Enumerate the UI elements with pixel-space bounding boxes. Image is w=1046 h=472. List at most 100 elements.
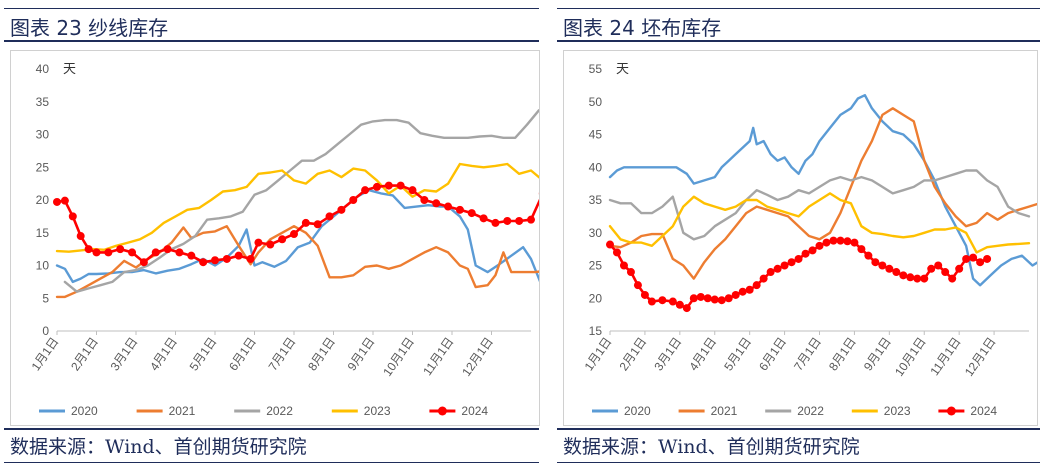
- data-point-2024: [619, 261, 628, 270]
- y-axis-unit: 天: [616, 61, 629, 76]
- data-point-2024: [60, 196, 69, 205]
- data-point-2024: [187, 251, 196, 260]
- data-point-2024: [139, 258, 148, 267]
- data-point-2024: [822, 238, 831, 247]
- data-point-2024: [384, 181, 393, 190]
- data-point-2024: [278, 235, 287, 244]
- y-tick-label: 55: [589, 62, 603, 76]
- data-point-2024: [92, 248, 101, 257]
- data-point-2024: [843, 237, 852, 246]
- data-point-2024: [689, 294, 698, 303]
- x-tick-label: 7月1日: [791, 335, 824, 374]
- y-tick-label: 30: [589, 226, 603, 240]
- data-point-2024: [313, 220, 322, 229]
- legend-item-2024: 2024: [938, 404, 997, 418]
- x-tick-label: 6月1日: [756, 335, 789, 374]
- data-point-2024: [68, 212, 77, 221]
- legend-item-2024: 2024: [429, 404, 488, 418]
- x-tick-label: 1月1日: [582, 335, 615, 374]
- y-tick-label: 0: [42, 324, 49, 338]
- data-point-2024: [703, 294, 712, 303]
- y-tick-label: 20: [589, 291, 603, 305]
- legend-label: 2024: [461, 404, 488, 418]
- data-point-2024: [983, 254, 992, 263]
- legend-marker: [437, 406, 447, 416]
- source-rule: [4, 428, 539, 430]
- series-line-2021: [608, 107, 1046, 280]
- top-rule: [557, 8, 1040, 9]
- legend-item-2020: 2020: [39, 404, 98, 418]
- legend-label: 2023: [364, 404, 391, 418]
- data-point-2024: [84, 245, 93, 254]
- y-axis-unit: 天: [63, 61, 76, 76]
- legend-item-2023: 2023: [331, 404, 391, 418]
- y-tick-label: 25: [36, 160, 50, 174]
- data-point-2024: [503, 216, 512, 225]
- y-tick-label: 35: [36, 95, 50, 109]
- data-point-2024: [724, 294, 733, 303]
- y-tick-label: 25: [589, 259, 603, 273]
- data-point-2024: [836, 236, 845, 245]
- data-point-2024: [455, 205, 464, 214]
- data-point-2024: [766, 268, 775, 277]
- series-line-2022: [608, 169, 1031, 241]
- series-line-2023: [608, 192, 1031, 254]
- source-note: 数据来源：Wind、首创期货研究院: [563, 436, 860, 458]
- x-tick-label: 1月1日: [29, 335, 62, 374]
- data-point-2024: [325, 212, 334, 221]
- data-point-2024: [731, 290, 740, 299]
- data-point-2024: [801, 249, 810, 258]
- y-tick-label: 5: [42, 291, 49, 305]
- data-point-2024: [420, 196, 429, 204]
- data-point-2024: [266, 240, 275, 249]
- legend-item-2021: 2021: [678, 404, 738, 418]
- x-tick-label: 10月1日: [380, 335, 417, 379]
- legend-label: 2024: [970, 404, 997, 418]
- legend-item-2020: 2020: [592, 404, 651, 418]
- x-tick-label: 9月1日: [861, 335, 894, 374]
- data-point-2024: [913, 274, 922, 283]
- x-tick-label: 12月1日: [962, 335, 999, 379]
- x-tick-label: 11月1日: [420, 335, 456, 378]
- x-tick-label: 12月1日: [459, 335, 496, 379]
- data-point-2024: [787, 258, 796, 267]
- legend-label: 2022: [797, 404, 824, 418]
- series-line-2023: [55, 162, 592, 253]
- y-tick-label: 35: [589, 193, 603, 207]
- data-point-2024: [290, 230, 298, 239]
- y-tick-label: 40: [36, 62, 50, 76]
- data-point-2024: [857, 245, 866, 254]
- source-rule: [557, 428, 1040, 430]
- legend-marker: [946, 406, 956, 416]
- data-point-2024: [696, 292, 705, 301]
- legend-item-2022: 2022: [765, 404, 824, 418]
- data-point-2024: [527, 215, 535, 224]
- y-tick-label: 40: [589, 160, 603, 174]
- data-point-2024: [976, 258, 985, 267]
- data-point-2024: [612, 248, 621, 257]
- data-point-2024: [899, 271, 908, 280]
- data-point-2024: [927, 264, 936, 273]
- chart-frame: 0 5 10 15 20 25 30 35 40 天 1月1日 2月1日 3月1日 4月1日 5月1日 6月1…: [10, 50, 596, 426]
- legend-item-2021: 2021: [136, 404, 196, 418]
- x-tick-label: 3月1日: [108, 335, 141, 374]
- bottom-rule: [557, 462, 1040, 463]
- legend-item-2022: 2022: [234, 404, 293, 418]
- x-tick-label: 9月1日: [345, 335, 378, 374]
- y-tick-label: 15: [589, 324, 603, 338]
- data-point-2024: [815, 241, 824, 250]
- y-tick-label: 15: [36, 226, 50, 240]
- data-point-2024: [116, 245, 125, 254]
- data-point-2024: [349, 196, 358, 204]
- y-tick-label: 30: [36, 128, 50, 142]
- data-point-2024: [955, 264, 964, 273]
- yarn-inventory-chart: 0 5 10 15 20 25 30 35 40 天 1月1日 2月1日 3月1日 4月1日 5月1日 6月1…: [29, 61, 596, 418]
- data-point-2024: [892, 268, 901, 277]
- x-tick-label: 2月1日: [68, 335, 101, 374]
- x-tick-label: 11月1日: [927, 335, 963, 378]
- x-tick-label: 6月1日: [226, 335, 259, 374]
- data-point-2024: [682, 304, 691, 313]
- data-point-2024: [969, 253, 978, 262]
- x-tick-label: 8月1日: [305, 335, 338, 374]
- legend-label: 2021: [711, 404, 738, 418]
